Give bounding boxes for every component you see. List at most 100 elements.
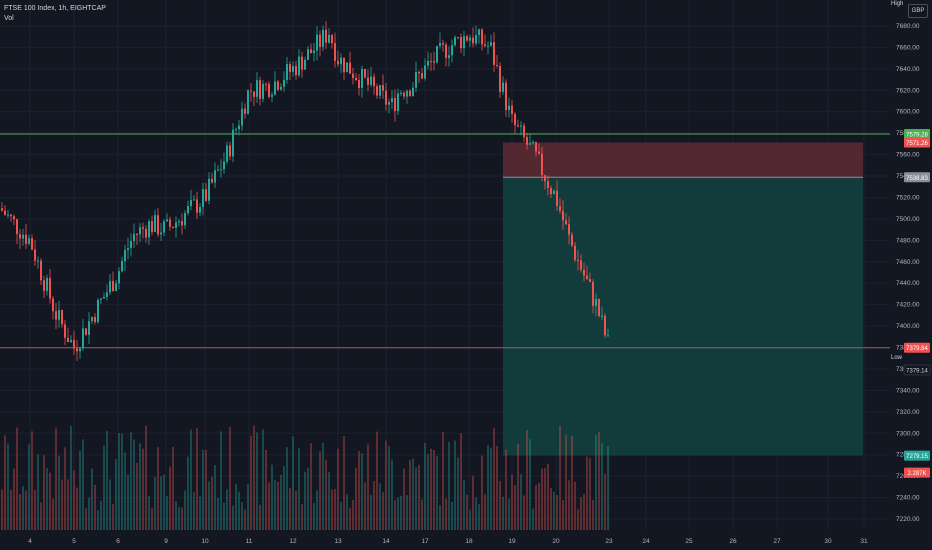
volume-bar	[232, 505, 234, 530]
candle-body	[67, 337, 69, 343]
candle-body	[55, 311, 57, 320]
volume-bar	[106, 430, 108, 530]
x-tick-label: 12	[289, 538, 297, 545]
candle-body	[46, 277, 48, 291]
x-tick-label: 25	[685, 538, 693, 545]
candle-body	[229, 145, 231, 157]
volume-bar	[259, 504, 261, 530]
candle-body	[319, 34, 321, 47]
price-label-text: 7571.26	[906, 141, 928, 147]
volume-bar	[334, 488, 336, 530]
candle-body	[406, 90, 408, 97]
symbol-title[interactable]: FTSE 100 Index, 1h, EIGHTCAP	[4, 5, 106, 12]
volume-bar	[340, 502, 342, 530]
volume-bar	[34, 489, 36, 530]
currency-badge[interactable]: GBP	[908, 4, 928, 18]
candle-body	[352, 73, 354, 78]
volume-bar	[298, 448, 300, 530]
candle-body	[370, 76, 372, 85]
x-tick-label: 23	[605, 538, 613, 545]
volume-bar	[388, 446, 390, 530]
candle-body	[337, 60, 339, 65]
candle-body	[223, 161, 225, 170]
volume-bar	[13, 468, 15, 530]
candle-body	[184, 213, 186, 226]
volume-bar	[49, 472, 51, 530]
volume-bar	[526, 429, 528, 530]
x-tick-label: 10	[201, 538, 209, 545]
volume-bar	[52, 498, 54, 530]
candle-body	[385, 90, 387, 105]
volume-bar	[541, 468, 543, 530]
candle-body	[34, 249, 36, 261]
volume-bar	[181, 507, 183, 530]
volume-bar	[187, 456, 189, 530]
volume-bar	[130, 432, 132, 530]
volume-bar	[499, 481, 501, 530]
volume-bar	[472, 475, 474, 530]
volume-bar	[403, 468, 405, 530]
y-tick-label: 7220.00	[896, 516, 920, 523]
volume-bar	[244, 509, 246, 530]
candle-body	[376, 86, 378, 96]
volume-bar	[265, 449, 267, 530]
candle-body	[541, 153, 543, 176]
x-tick-label: 26	[729, 538, 737, 545]
volume-bar	[28, 444, 30, 530]
volume-bar	[94, 484, 96, 530]
candle-body	[379, 85, 381, 96]
volume-bar	[583, 494, 585, 530]
volume-bar	[421, 499, 423, 530]
volume-bar	[352, 499, 354, 530]
horizontal-lines[interactable]	[0, 133, 890, 349]
candle-body	[196, 199, 198, 213]
candle-body	[373, 76, 375, 87]
y-tick-label: 7560.00	[896, 152, 920, 159]
y-tick-label: 7400.00	[896, 323, 920, 330]
candle-body	[526, 137, 528, 145]
candle-body	[301, 56, 303, 70]
volume-bar	[250, 435, 252, 530]
candle-body	[604, 315, 606, 336]
candle-body	[130, 241, 132, 249]
candle-body	[52, 298, 54, 312]
volume-bar	[199, 496, 201, 530]
time-axis[interactable]: 4 5 6 9 10 11 12 13 14 17 18 19 20 23 24 25 26 27 30 31	[28, 538, 868, 545]
candle-body	[172, 226, 174, 228]
high-label: High	[891, 1, 904, 7]
candle-body	[442, 43, 444, 45]
candle-body	[160, 232, 162, 235]
candle-body	[157, 215, 159, 235]
candle-body	[421, 73, 423, 79]
volume-bar	[7, 443, 9, 530]
volume-bar	[400, 495, 402, 530]
volume-bar	[496, 445, 498, 530]
candle-body	[340, 57, 342, 65]
volume-bar	[535, 485, 537, 530]
candle-body	[445, 44, 447, 58]
price-axis[interactable]: 7680.007660.007640.007620.007600.007580.…	[896, 23, 931, 523]
volume-bar	[313, 502, 315, 530]
candle-body	[118, 271, 120, 284]
candle-body	[76, 348, 78, 352]
candle-body	[589, 279, 591, 283]
volume-bar	[112, 504, 114, 530]
candle-body	[580, 260, 582, 270]
volume-legend[interactable]: Vol	[4, 15, 14, 22]
candle-body	[40, 260, 42, 281]
candle-body	[19, 234, 21, 239]
candle-body	[265, 83, 267, 85]
candle-body	[436, 45, 438, 63]
volume-bar	[595, 435, 597, 530]
volume-bar	[295, 490, 297, 530]
candle-body	[136, 233, 138, 235]
price-label-badge	[904, 450, 930, 461]
y-tick-label: 7620.00	[896, 87, 920, 94]
volume-bar	[427, 454, 429, 530]
price-label-text: 2.287K	[907, 471, 926, 477]
volume-bar	[508, 498, 510, 530]
candle-body	[478, 29, 480, 36]
volume-bar	[277, 482, 279, 530]
candle-body	[331, 35, 333, 44]
